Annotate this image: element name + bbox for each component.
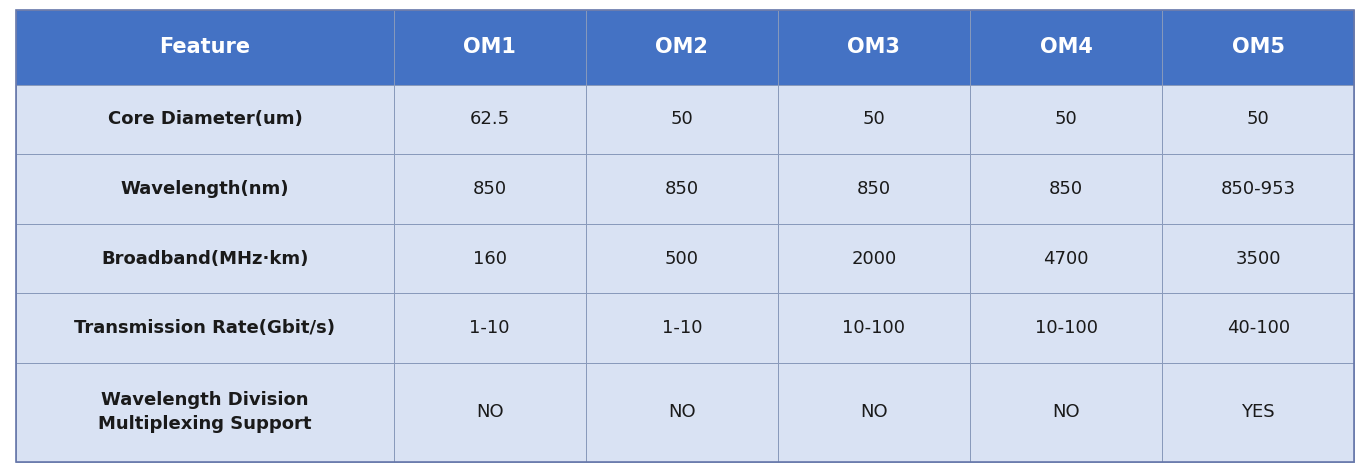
- Bar: [970, 363, 1162, 462]
- Text: Feature: Feature: [159, 38, 250, 57]
- Text: 10-100: 10-100: [842, 319, 905, 337]
- Text: 62.5: 62.5: [470, 110, 510, 128]
- Text: Core Diameter(um): Core Diameter(um): [108, 110, 302, 128]
- Bar: [585, 224, 778, 293]
- Bar: [1162, 293, 1354, 363]
- Text: Wavelength(nm): Wavelength(nm): [121, 180, 290, 198]
- Bar: [393, 85, 585, 154]
- Bar: [1162, 85, 1354, 154]
- Bar: [1162, 224, 1354, 293]
- Bar: [16, 224, 393, 293]
- Bar: [778, 154, 970, 224]
- Text: 50: 50: [863, 110, 885, 128]
- Text: 500: 500: [664, 250, 698, 267]
- Text: OM3: OM3: [848, 38, 901, 57]
- Bar: [778, 293, 970, 363]
- Text: 3500: 3500: [1236, 250, 1281, 267]
- Bar: [393, 154, 585, 224]
- Text: 10-100: 10-100: [1034, 319, 1097, 337]
- Text: Transmission Rate(Gbit/s): Transmission Rate(Gbit/s): [75, 319, 335, 337]
- Bar: [16, 293, 393, 363]
- Text: 850: 850: [472, 180, 506, 198]
- Bar: [970, 85, 1162, 154]
- Bar: [778, 85, 970, 154]
- Bar: [1162, 10, 1354, 85]
- Text: 850: 850: [664, 180, 698, 198]
- Text: OM1: OM1: [463, 38, 516, 57]
- Text: NO: NO: [860, 403, 887, 421]
- Bar: [16, 85, 393, 154]
- Bar: [970, 224, 1162, 293]
- Bar: [16, 10, 393, 85]
- Text: YES: YES: [1241, 403, 1275, 421]
- Bar: [970, 154, 1162, 224]
- Bar: [393, 363, 585, 462]
- Text: OM4: OM4: [1040, 38, 1093, 57]
- Text: 850-953: 850-953: [1221, 180, 1296, 198]
- Bar: [393, 293, 585, 363]
- Bar: [16, 363, 393, 462]
- Bar: [393, 10, 585, 85]
- Bar: [1162, 363, 1354, 462]
- Bar: [585, 363, 778, 462]
- Bar: [393, 224, 585, 293]
- Text: 4700: 4700: [1044, 250, 1089, 267]
- Bar: [970, 10, 1162, 85]
- Bar: [585, 10, 778, 85]
- Bar: [778, 10, 970, 85]
- Text: 850: 850: [857, 180, 891, 198]
- Bar: [778, 363, 970, 462]
- Bar: [778, 224, 970, 293]
- Text: OM2: OM2: [656, 38, 708, 57]
- Text: NO: NO: [1052, 403, 1079, 421]
- Bar: [585, 154, 778, 224]
- Text: 160: 160: [472, 250, 506, 267]
- Text: 1-10: 1-10: [661, 319, 702, 337]
- Text: 50: 50: [671, 110, 693, 128]
- Text: Wavelength Division
Multiplexing Support: Wavelength Division Multiplexing Support: [98, 392, 312, 433]
- Text: 2000: 2000: [851, 250, 897, 267]
- Bar: [585, 85, 778, 154]
- Text: Broadband(MHz·km): Broadband(MHz·km): [101, 250, 309, 267]
- Bar: [585, 293, 778, 363]
- Text: NO: NO: [476, 403, 504, 421]
- Text: 850: 850: [1049, 180, 1083, 198]
- Text: 1-10: 1-10: [470, 319, 510, 337]
- Text: 50: 50: [1055, 110, 1078, 128]
- Text: 50: 50: [1247, 110, 1270, 128]
- Bar: [970, 293, 1162, 363]
- Bar: [16, 154, 393, 224]
- Text: OM5: OM5: [1232, 38, 1285, 57]
- Bar: [1162, 154, 1354, 224]
- Text: NO: NO: [668, 403, 695, 421]
- Text: 40-100: 40-100: [1226, 319, 1290, 337]
